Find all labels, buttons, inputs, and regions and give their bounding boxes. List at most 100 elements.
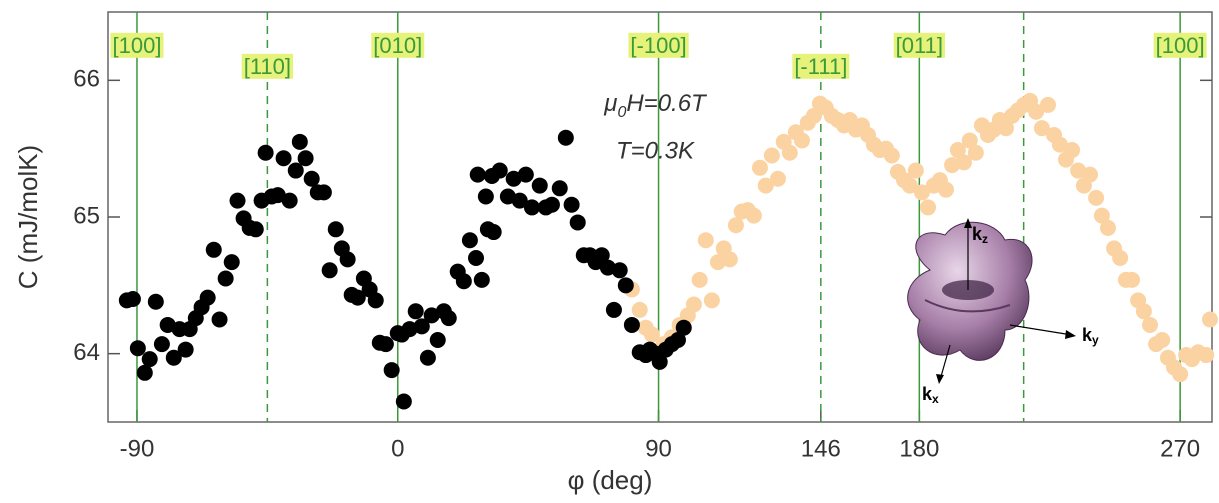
data-point (1201, 311, 1218, 328)
kx-arrow (939, 344, 951, 381)
data-point (1154, 332, 1171, 348)
data-point (217, 270, 234, 287)
data-point (491, 162, 508, 179)
direction-label-box (1153, 32, 1207, 58)
points (118, 92, 1218, 410)
data-point (1082, 166, 1099, 183)
x-tick-label: 90 (645, 435, 672, 462)
data-point (429, 332, 446, 348)
direction-label: [100] (113, 33, 162, 58)
direction-label-box (110, 32, 164, 58)
data-point (611, 262, 628, 279)
data-point (793, 132, 810, 149)
data-point (531, 177, 548, 194)
kx-label: kx (922, 384, 939, 406)
data-point (675, 319, 692, 336)
y-tick-label: 64 (73, 339, 100, 366)
ky-arrowhead (1065, 330, 1076, 339)
data-point (617, 277, 634, 294)
ky-sub: y (1092, 333, 1099, 347)
data-point (697, 232, 714, 249)
direction-label: [011] (896, 33, 943, 58)
data-point (967, 144, 984, 161)
data-point (949, 142, 966, 159)
ky-arrow (1009, 324, 1073, 336)
data-point (721, 251, 738, 268)
data-point (141, 351, 158, 368)
data-point (211, 311, 228, 328)
field-label: μ0H=0.6T (603, 90, 708, 121)
data-point (247, 221, 264, 238)
data-point (1028, 103, 1045, 120)
data-point (1198, 347, 1215, 364)
data-point (147, 293, 164, 310)
data-point (1088, 189, 1105, 206)
data-point (643, 326, 660, 343)
data-point (763, 147, 780, 164)
data-point (199, 289, 216, 306)
data-point (751, 159, 768, 176)
data-point (440, 310, 457, 327)
data-point (920, 199, 937, 216)
field-value: H=0.6T (626, 90, 708, 117)
data-point (485, 224, 502, 241)
direction-label-box (893, 32, 945, 58)
data-point (229, 192, 246, 209)
kx-k: k (922, 384, 933, 404)
data-point (377, 336, 394, 353)
data-point (691, 271, 708, 288)
direction-label: [010] (373, 33, 422, 58)
data-point (321, 262, 338, 279)
data-point (455, 273, 472, 290)
data-point (805, 107, 822, 124)
data-point (669, 332, 686, 348)
data-point (605, 301, 622, 318)
data-point (407, 303, 424, 320)
data-point (703, 292, 720, 309)
data-point (401, 321, 418, 338)
data-point (517, 166, 534, 183)
direction-label: [100] (1156, 33, 1205, 58)
data-point (727, 217, 744, 234)
kx-arrowhead (936, 374, 944, 384)
data-point (413, 318, 430, 335)
data-point (468, 250, 484, 266)
data-point (651, 353, 668, 370)
x-tick-label: -90 (120, 435, 155, 462)
x-tick-label: 146 (801, 435, 841, 462)
data-point (997, 120, 1014, 137)
data-point (523, 199, 540, 216)
data-point (275, 150, 292, 167)
data-point (569, 214, 586, 231)
data-point (297, 150, 314, 167)
direction-label-box (628, 32, 689, 58)
data-point (419, 349, 436, 366)
field-sub: 0 (617, 104, 626, 121)
kx-sub: x (932, 392, 939, 406)
data-point (685, 296, 702, 313)
surface-fold (924, 299, 1011, 313)
x-tick-label: 180 (899, 435, 939, 462)
data-point (551, 180, 568, 197)
data-point (124, 291, 141, 307)
data-point (129, 340, 146, 357)
field-mu: μ (603, 90, 617, 117)
data-point (1064, 142, 1081, 159)
data-point (177, 341, 194, 358)
data-point (205, 241, 222, 258)
data-point (339, 251, 356, 268)
data-point (1051, 136, 1068, 153)
data-point (291, 133, 308, 150)
data-point (165, 349, 182, 366)
data-point (901, 177, 918, 194)
data-point (781, 144, 798, 161)
data-point (505, 170, 522, 187)
data-point (281, 192, 298, 209)
data-point (955, 154, 972, 171)
x-axis-title: φ (deg) (568, 465, 653, 495)
data-point (153, 336, 170, 353)
y-tick-label: 65 (73, 202, 100, 229)
kz-sub: z (982, 232, 988, 246)
data-point (327, 221, 344, 238)
